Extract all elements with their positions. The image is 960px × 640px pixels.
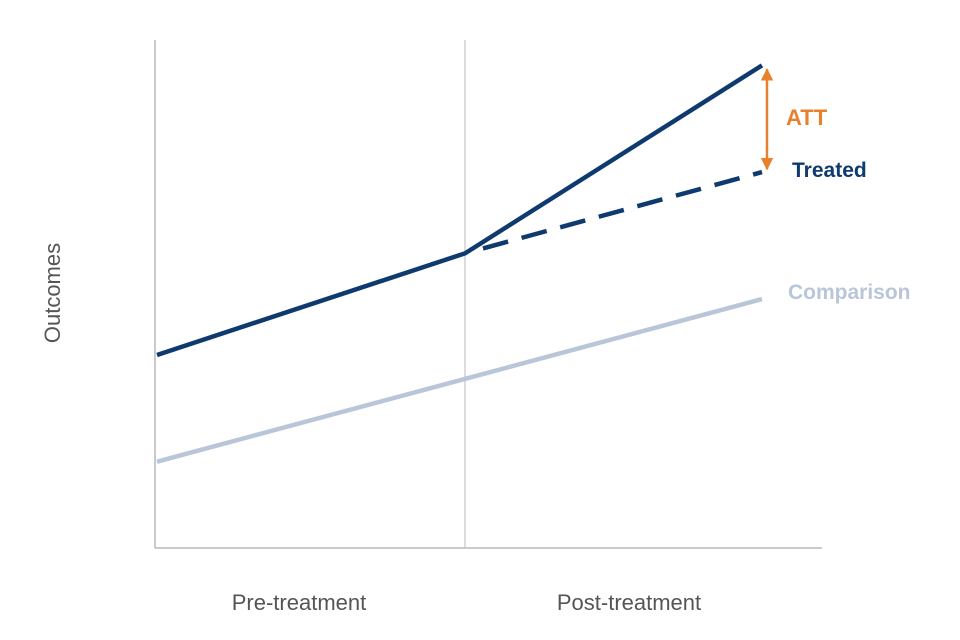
post-treatment-label: Post-treatment — [557, 590, 701, 615]
comparison-line — [156, 296, 763, 464]
comparison-label: Comparison — [788, 281, 911, 304]
counterfactual-dashed-line — [482, 169, 763, 251]
treated-line — [156, 63, 764, 358]
treated-label: Treated — [792, 159, 867, 182]
att-label: ATT — [786, 105, 828, 130]
y-axis-label: Outcomes — [40, 243, 65, 343]
pre-treatment-label: Pre-treatment — [232, 590, 367, 615]
